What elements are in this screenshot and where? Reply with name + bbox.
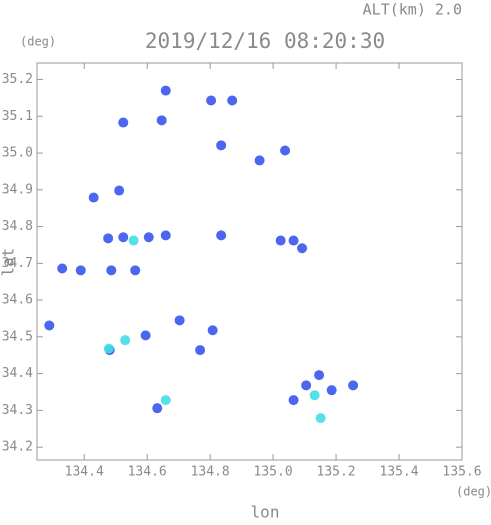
echo: [120, 335, 131, 346]
echo: [174, 315, 185, 326]
echo: [309, 390, 320, 401]
echo: [118, 232, 129, 243]
echo: [118, 117, 129, 128]
echo: [254, 155, 265, 166]
y-tick-label: 35.2: [2, 72, 33, 87]
echo: [160, 230, 171, 241]
echo: [280, 145, 291, 156]
echo: [103, 233, 114, 244]
echo: [160, 395, 171, 406]
x-tick-label: 135.0: [254, 465, 293, 480]
y-tick-label: 34.8: [2, 219, 33, 234]
echo: [216, 140, 227, 151]
echo: [275, 235, 286, 246]
echo: [288, 395, 299, 406]
y-tick-label: 34.9: [2, 182, 33, 197]
x-axis-label: lon: [251, 503, 280, 522]
plot-frame: [36, 62, 463, 461]
echo: [152, 403, 163, 414]
x-tick-label: 135.6: [442, 465, 481, 480]
echo: [130, 265, 141, 276]
echo: [156, 115, 167, 126]
echo: [297, 243, 308, 254]
echo: [114, 185, 125, 196]
altitude-label: ALT(km) 2.0: [363, 1, 462, 19]
echo: [227, 95, 238, 106]
echo: [44, 320, 55, 331]
echo: [160, 85, 171, 96]
x-tick-label: 134.4: [65, 465, 104, 480]
y-tick-label: 34.5: [2, 329, 33, 344]
chart-title: 2019/12/16 08:20:30: [145, 29, 385, 53]
echo: [88, 192, 99, 203]
y-axis-label: lat: [0, 248, 18, 277]
y-tick-label: 34.6: [2, 293, 33, 308]
y-tick-label: 34.7: [2, 256, 33, 271]
x-tick-label: 135.4: [379, 465, 418, 480]
echo: [326, 385, 337, 396]
echo: [57, 263, 68, 274]
echo: [315, 413, 326, 424]
echo: [207, 325, 218, 336]
echo: [140, 330, 151, 341]
x-tick-label: 134.8: [191, 465, 230, 480]
y-tick-label: 34.2: [2, 440, 33, 455]
x-tick-label: 134.6: [128, 465, 167, 480]
x-unit: (deg): [456, 485, 491, 499]
echo: [288, 235, 299, 246]
y-tick-label: 34.4: [2, 366, 33, 381]
echo: [195, 345, 206, 356]
y-tick-label: 35.1: [2, 109, 33, 124]
echo: [75, 265, 86, 276]
y-unit: (deg): [20, 35, 56, 49]
echo: [143, 232, 154, 243]
echo: [216, 230, 227, 241]
echo: [103, 343, 114, 354]
echo: [314, 370, 325, 381]
echo: [301, 380, 312, 391]
echo: [106, 265, 117, 276]
echo: [348, 380, 359, 391]
echo: [128, 235, 139, 246]
y-tick-label: 34.3: [2, 403, 33, 418]
y-tick-label: 35.0: [2, 146, 33, 161]
echo: [206, 95, 217, 106]
x-tick-label: 135.2: [317, 465, 356, 480]
